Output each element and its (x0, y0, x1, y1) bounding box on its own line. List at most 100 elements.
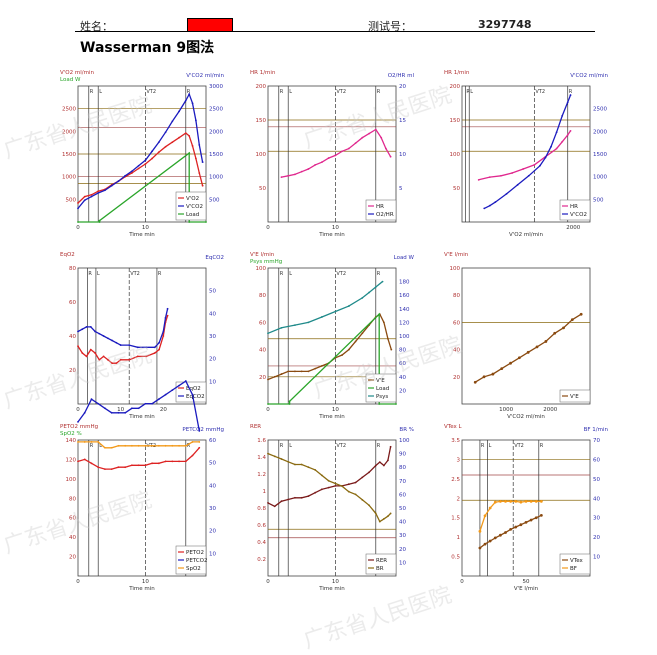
data-point (90, 195, 93, 198)
data-point (368, 504, 370, 507)
ytick-label: 200 (256, 84, 267, 90)
xtick-label: 2000 (566, 225, 580, 231)
data-point (157, 141, 160, 144)
data-point (151, 402, 154, 405)
vline-label: VT2 (146, 89, 156, 95)
ytick-label: 100 (256, 266, 267, 272)
data-point (387, 459, 389, 462)
data-point (477, 178, 480, 181)
y2tick-label: 10 (209, 551, 216, 557)
vline-label: L (99, 89, 102, 95)
data-point (188, 152, 191, 154)
ylabel: V'E l/min (250, 252, 275, 258)
data-point (267, 332, 269, 335)
data-point (124, 444, 127, 447)
data-point (562, 326, 565, 329)
data-point (499, 500, 502, 503)
y2tick-label: 40 (209, 311, 216, 317)
data-point (327, 486, 330, 489)
y2tick-label: 80 (399, 465, 406, 471)
data-point (90, 398, 93, 401)
xtick-label: 20 (160, 407, 167, 413)
data-point (157, 151, 160, 154)
data-point (130, 407, 133, 410)
data-point (525, 521, 527, 524)
data-point (488, 204, 491, 207)
y2tick-label: 30 (209, 334, 216, 340)
data-point (157, 444, 160, 447)
data-point (491, 373, 494, 375)
data-point (327, 479, 330, 482)
data-point (137, 164, 140, 167)
y2tick-label: 70 (593, 438, 600, 444)
data-point (354, 142, 357, 145)
data-point (300, 496, 303, 499)
data-point (280, 326, 283, 329)
data-point (164, 316, 167, 319)
data-point (191, 441, 194, 443)
data-point (378, 461, 381, 463)
data-point (104, 446, 106, 449)
series-spo2 (78, 441, 200, 449)
data-point (341, 354, 344, 356)
data-point (151, 462, 154, 465)
data-point (347, 483, 350, 486)
ytick-label: 40 (69, 334, 76, 340)
data-point (378, 403, 381, 405)
data-point (294, 463, 296, 466)
data-point (188, 134, 191, 137)
data-point (198, 446, 201, 449)
data-point (354, 481, 357, 484)
data-point (198, 441, 201, 443)
y2tick-label: 1500 (209, 152, 223, 158)
data-point (380, 136, 383, 139)
y2tick-label: 60 (209, 438, 216, 444)
y2tick-label: 2500 (209, 107, 223, 113)
data-point (198, 430, 201, 432)
data-point (98, 358, 101, 361)
data-point (381, 280, 384, 283)
vline-label: R (481, 443, 485, 449)
data-point (361, 498, 364, 501)
data-point (519, 523, 522, 526)
vline-label: R (280, 89, 284, 95)
data-point (130, 444, 133, 447)
series-eqo2 (77, 315, 169, 364)
data-point (89, 326, 92, 328)
data-point (300, 170, 303, 173)
data-point (280, 500, 283, 503)
xtick-label: 10 (332, 225, 339, 231)
ytick-label: 0.5 (451, 555, 460, 561)
data-point (374, 464, 377, 467)
ylabel2: Load W (60, 77, 81, 83)
data-point (561, 115, 564, 117)
xtick-label: 0 (266, 579, 270, 585)
data-point (191, 454, 194, 457)
data-point (540, 514, 543, 517)
data-point (484, 514, 486, 517)
data-point (164, 145, 167, 148)
data-point (382, 321, 385, 324)
data-point (488, 176, 491, 179)
data-point (320, 365, 323, 367)
y2tick-label: 10 (209, 379, 216, 385)
data-point (267, 502, 269, 504)
data-point (178, 460, 180, 463)
legend: V'E (559, 389, 591, 403)
legend-entry: BF (570, 566, 577, 572)
ylabel: V'O2 ml/min (60, 70, 94, 76)
ytick-label: 120 (66, 457, 77, 463)
y2tick-label: 500 (593, 197, 604, 203)
y2tick-label: 1000 (209, 175, 223, 181)
ytick-label: 150 (450, 118, 461, 124)
y2tick-label: 100 (399, 334, 410, 340)
data-point (166, 307, 169, 310)
data-point (90, 193, 93, 196)
data-point (566, 101, 569, 104)
data-point (505, 192, 508, 195)
data-point (89, 348, 92, 351)
vline-label: R (187, 443, 191, 449)
data-point (136, 346, 139, 349)
data-point (104, 468, 106, 471)
